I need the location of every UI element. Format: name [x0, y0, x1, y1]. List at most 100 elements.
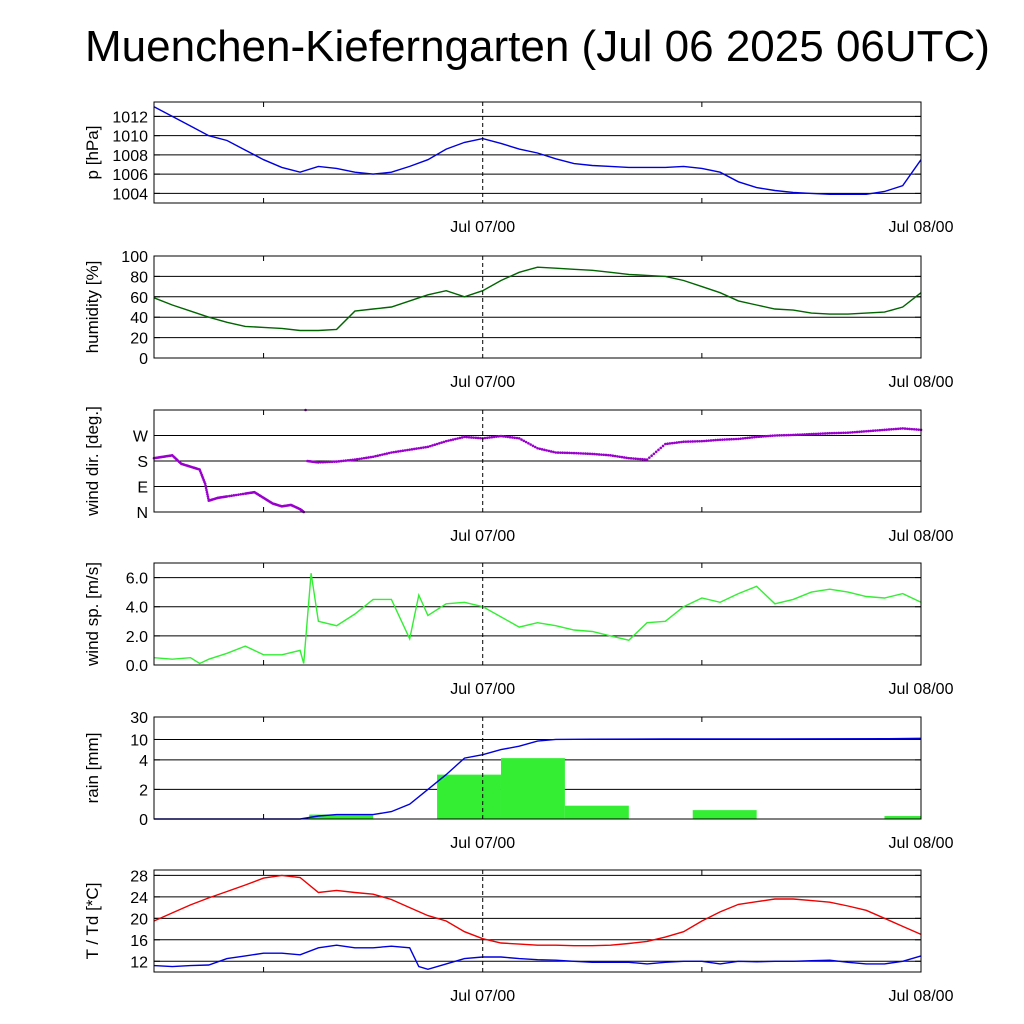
wind-dir-point	[456, 437, 459, 440]
wind-dir-point	[654, 450, 658, 454]
wind-dir-point	[764, 434, 768, 438]
wind-dir-point	[540, 448, 544, 451]
wind-dir-point	[204, 484, 207, 488]
wind-dir-point	[796, 433, 800, 437]
y-axis-label: wind dir. [deg.]	[83, 406, 102, 517]
wind-dir-point	[460, 436, 464, 439]
wind-dir-point	[358, 457, 361, 461]
wind-dir-point	[444, 439, 448, 443]
wind-dir-point	[431, 444, 434, 447]
wind-dir-point	[874, 429, 877, 432]
wind-dir-point	[871, 429, 875, 433]
wind-dir-point	[205, 490, 209, 494]
wind-dir-point	[755, 435, 758, 439]
wind-dir-point	[821, 432, 825, 435]
wind-dir-point	[682, 440, 685, 444]
wind-dir-point	[586, 452, 590, 456]
x-tick-label: Jul 07/00	[450, 835, 515, 852]
wind-dir-point	[743, 436, 747, 440]
wind-dir-point	[371, 455, 375, 459]
wind-dir-point	[910, 427, 914, 431]
wind-dir-point	[894, 427, 898, 431]
wind-dir-point	[355, 457, 359, 461]
wind-dir-point	[645, 458, 649, 461]
wind-dir-point	[903, 427, 907, 430]
wind-dir-point	[641, 457, 644, 461]
wind-dir-point	[689, 440, 692, 443]
wind-dir-point	[438, 441, 441, 445]
y-tick-label: 30	[130, 710, 148, 727]
wind-dir-point	[230, 494, 233, 498]
wind-dir-point	[746, 436, 749, 440]
wind-dir-point	[575, 451, 578, 455]
wind-dir-point	[780, 433, 784, 437]
plot-frame	[153, 409, 922, 513]
wind-dir-point	[887, 428, 891, 431]
wind-dir-point	[789, 433, 793, 437]
wind-dir-point	[883, 428, 886, 432]
wind-dir-point	[595, 452, 599, 456]
wind-dir-point	[485, 436, 489, 440]
wind-dir-point	[805, 432, 809, 436]
wind-dir-point	[714, 438, 717, 442]
y-tick-label: 16	[130, 933, 148, 950]
wind-dir-point	[403, 449, 407, 452]
y-tick-label: 1012	[112, 109, 148, 126]
wind-dir-point	[369, 455, 373, 459]
wind-dir-point	[844, 431, 847, 435]
x-tick-label: Jul 08/00	[889, 219, 954, 236]
wind-dir-point	[342, 459, 345, 463]
wind-dir-point	[206, 495, 210, 498]
y-tick-label: 80	[130, 269, 148, 286]
wind-dir-point	[896, 427, 900, 431]
wind-dir-point	[508, 435, 512, 439]
wind-dir-point	[661, 444, 665, 448]
series-line-1	[153, 944, 922, 971]
wind-dir-point	[577, 451, 580, 455]
wind-dir-point	[869, 429, 873, 433]
wind-dir-point	[515, 436, 519, 440]
rain-bar	[437, 774, 501, 819]
y-tick-label: 0.0	[126, 658, 148, 675]
wind-dir-point	[549, 450, 553, 453]
plot-frame	[153, 869, 922, 973]
panel-temperature: 12 16 20 24 28 Jul 07/00 Jul 08/00 T / Td [*C]	[83, 868, 954, 1005]
y-tick-label: 60	[130, 290, 148, 307]
wind-dir-point	[581, 452, 585, 455]
wind-dir-point	[853, 430, 857, 434]
wind-dir-point	[517, 437, 521, 440]
wind-dir-point	[892, 427, 895, 431]
wind-dir-point	[638, 457, 642, 461]
wind-dir-point	[328, 460, 332, 464]
wind-dir-point	[659, 446, 663, 450]
wind-dir-point	[374, 454, 377, 458]
wind-dir-point	[337, 460, 341, 463]
wind-dir-point	[711, 438, 715, 442]
wind-dir-point	[775, 434, 779, 437]
wind-dir-point	[396, 450, 400, 453]
wind-dir-point	[376, 454, 380, 457]
wind-dir-point	[561, 451, 564, 455]
y-axis-label: T / Td [*C]	[83, 883, 102, 960]
wind-dir-point	[584, 452, 587, 455]
y-tick-label: 1008	[112, 148, 148, 165]
wind-dir-point	[520, 438, 523, 441]
wind-dir-point	[618, 455, 621, 459]
wind-dir-point	[686, 440, 690, 443]
wind-dir-point	[855, 430, 859, 434]
x-tick-label: Jul 08/00	[889, 681, 954, 698]
wind-dir-point	[616, 455, 619, 458]
wind-dir-point	[447, 439, 450, 442]
wind-dir-point	[476, 436, 480, 440]
x-tick-label: Jul 07/00	[450, 988, 515, 1005]
wind-dir-point	[442, 440, 446, 444]
wind-dir-point	[440, 441, 443, 444]
wind-dir-point	[204, 486, 208, 490]
wind-dir-point	[846, 431, 850, 434]
y-tick-label: 20	[130, 331, 148, 348]
wind-dir-point	[390, 451, 393, 454]
wind-dir-point	[467, 435, 471, 439]
wind-dir-point	[668, 442, 672, 445]
y-tick-label: 10	[130, 732, 148, 749]
